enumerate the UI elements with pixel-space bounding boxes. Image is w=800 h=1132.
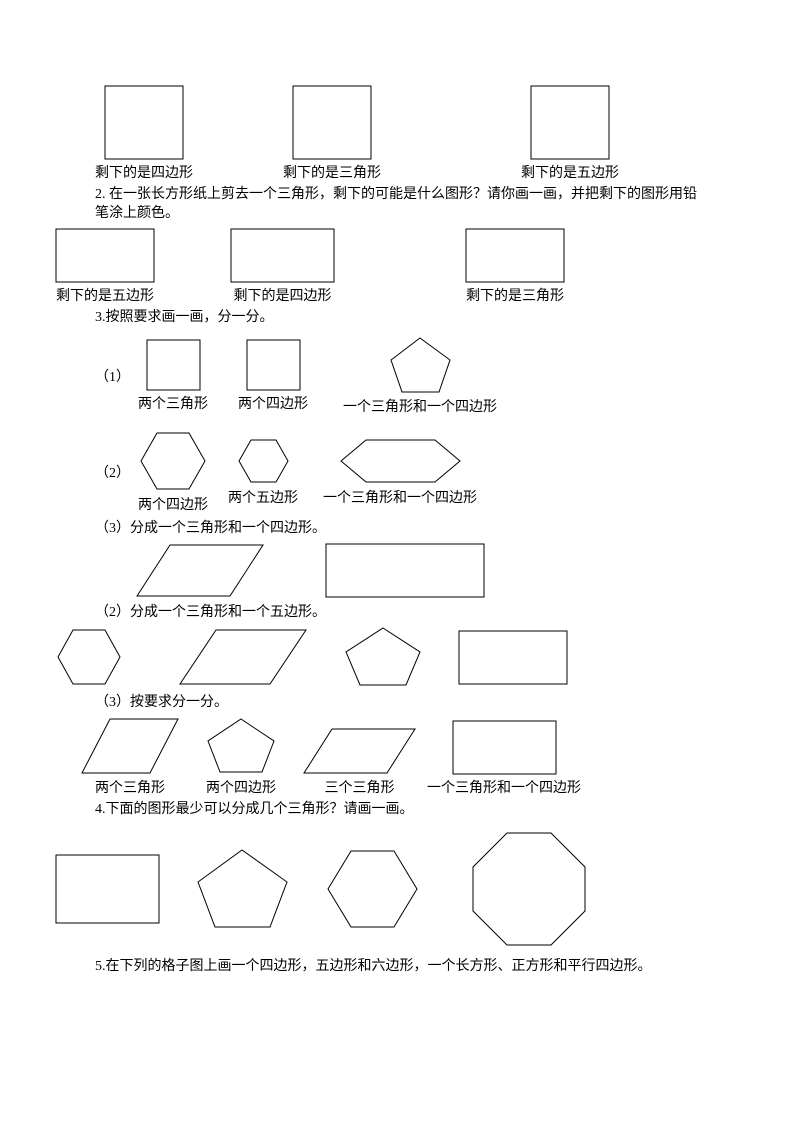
pentagon-shape [343, 626, 423, 688]
q3s2-cell-0: 两个四边形 [138, 430, 208, 514]
q2-cell-2: 剩下的是三角形 [465, 228, 565, 305]
parallelogram-shape [135, 543, 265, 598]
rect-shape [458, 630, 568, 685]
caption: 剩下的是五边形 [521, 162, 619, 182]
q3s2-cell-1: 两个五边形 [228, 437, 298, 507]
q4-shapes [55, 830, 705, 948]
q3s2-cell-2: 一个三角形和一个四边形 [323, 437, 477, 507]
rect-shape [452, 720, 557, 775]
square-shape [246, 339, 301, 391]
pentagon-shape [388, 336, 453, 394]
q2-text: 2. 在一张长方形纸上剪去一个三角形，剩下的可能是什么图形？请你画一画，并把剩下… [95, 186, 705, 224]
q3s1-cell-0: 两个三角形 [138, 339, 208, 413]
rect-shape [230, 228, 335, 283]
rect-shape [55, 228, 155, 283]
q3-sub3-text: （3）分成一个三角形和一个四边形。 [95, 520, 705, 539]
q3-sub1: （1） 两个三角形 两个四边形 一个三角形和一个四边形 [95, 336, 705, 416]
q3s5-cell-3: 一个三角形和一个四边形 [427, 720, 581, 797]
caption: 剩下的是三角形 [466, 285, 564, 305]
q5-text: 5.在下列的格子图上画一个四边形，五边形和六边形，一个长方形、正方形和平行四边形… [95, 958, 705, 977]
hexagon-shape [55, 627, 123, 687]
caption: 剩下的是四边形 [95, 162, 193, 182]
q3-sub5-text: （3）按要求分一分。 [95, 694, 705, 713]
worksheet-page: 剩下的是四边形 剩下的是三角形 剩下的是五边形 2. 在一张长方形纸上剪去一个三… [0, 0, 800, 1021]
caption: 三个三角形 [325, 777, 395, 797]
q2-cell-0: 剩下的是五边形 [55, 228, 155, 305]
parallelogram-shape [302, 727, 417, 775]
caption: 一个三角形和一个四边形 [427, 777, 581, 797]
rect-shape [55, 854, 160, 924]
row1: 剩下的是四边形 剩下的是三角形 剩下的是五边形 [95, 85, 705, 182]
caption: 一个三角形和一个四边形 [343, 396, 497, 416]
q3-sub4-shapes [55, 626, 705, 688]
q3-sub5-shapes: 两个三角形 两个四边形 三个三角形 一个三角形和一个四边形 [80, 717, 705, 797]
hexagon-shape [236, 437, 291, 485]
rect-shape [465, 228, 565, 283]
q3-sub3-shapes [135, 543, 705, 598]
caption: 剩下的是四边形 [234, 285, 332, 305]
caption: 两个四边形 [206, 777, 276, 797]
parallelogram-shape [80, 717, 180, 775]
q3s1-cell-1: 两个四边形 [238, 339, 308, 413]
hexagon-shape [138, 430, 208, 492]
rect-shape [325, 543, 485, 598]
square-shape [292, 85, 372, 160]
q3s5-cell-2: 三个三角形 [302, 727, 417, 797]
row1-cell-0: 剩下的是四边形 [95, 85, 193, 182]
caption: 两个四边形 [238, 393, 308, 413]
q3s5-cell-1: 两个四边形 [205, 717, 277, 797]
sub1-num: （1） [95, 366, 130, 386]
square-shape [530, 85, 610, 160]
hexagon-wide-shape [338, 437, 463, 485]
caption: 两个五边形 [228, 487, 298, 507]
caption: 剩下的是五边形 [56, 285, 154, 305]
caption: 两个三角形 [95, 777, 165, 797]
q3s1-cell-2: 一个三角形和一个四边形 [343, 336, 497, 416]
pentagon-shape [195, 848, 290, 930]
caption: 一个三角形和一个四边形 [323, 487, 477, 507]
hexagon-shape [325, 848, 420, 930]
row1-cell-2: 剩下的是五边形 [521, 85, 619, 182]
caption: 剩下的是三角形 [283, 162, 381, 182]
sub2-num: （2） [95, 462, 130, 482]
q2-cell-1: 剩下的是四边形 [230, 228, 335, 305]
square-shape [104, 85, 184, 160]
row1-cell-1: 剩下的是三角形 [283, 85, 381, 182]
octagon-shape [470, 830, 588, 948]
q3s5-cell-0: 两个三角形 [80, 717, 180, 797]
q3-sub2: （2） 两个四边形 两个五边形 一个三角形和一个四边形 [95, 430, 705, 514]
caption: 两个四边形 [138, 494, 208, 514]
q2-row: 剩下的是五边形 剩下的是四边形 剩下的是三角形 [55, 228, 705, 305]
q3-heading: 3.按照要求画一画，分一分。 [95, 309, 705, 328]
q4-text: 4.下面的图形最少可以分成几个三角形？请画一画。 [95, 801, 705, 820]
caption: 两个三角形 [138, 393, 208, 413]
parallelogram-shape [178, 628, 308, 686]
square-shape [146, 339, 201, 391]
pentagon-shape [205, 717, 277, 775]
q3-sub4-text: （2）分成一个三角形和一个五边形。 [95, 604, 705, 623]
